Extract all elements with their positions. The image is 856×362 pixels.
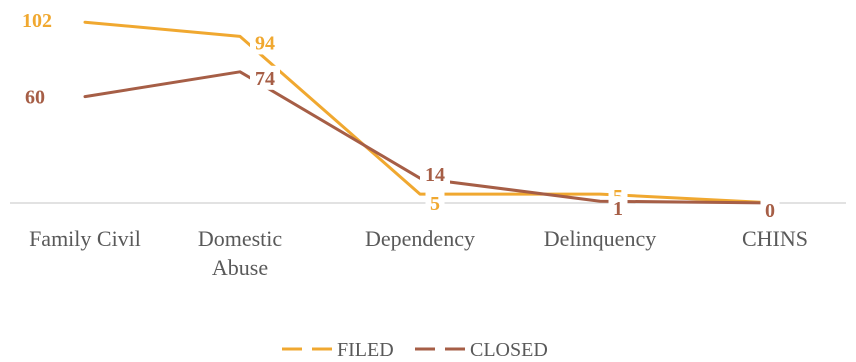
data-label-bg <box>420 162 450 187</box>
category-label: Family Civil <box>29 226 141 251</box>
data-label-bg <box>250 30 280 55</box>
data-label-closed: 0 <box>765 200 775 222</box>
data-labels-layer: 102945560741410 <box>15 8 780 222</box>
data-label-bg <box>250 65 280 90</box>
data-label-closed: 1 <box>613 198 623 220</box>
data-label-filed: 5 <box>430 193 440 215</box>
category-label: Dependency <box>365 226 475 251</box>
legend: FILED CLOSED <box>282 339 548 361</box>
legend-label-filed: FILED <box>337 339 394 361</box>
series-line-filed <box>83 20 777 205</box>
data-label-filed: 94 <box>255 32 275 54</box>
data-label-bg <box>760 198 780 222</box>
data-label-bg <box>608 196 628 221</box>
data-label-bg <box>19 84 49 109</box>
data-label-bg <box>15 8 56 33</box>
data-label-filed: 102 <box>22 10 52 32</box>
category-label: Delinquency <box>544 226 656 251</box>
data-label-closed: 14 <box>425 164 445 186</box>
category-labels: Family Civil Domestic Abuse Dependency Delin… <box>29 226 808 280</box>
data-label-bg <box>425 191 445 216</box>
data-label-closed: 60 <box>25 87 45 109</box>
legend-label-closed: CLOSED <box>470 339 548 361</box>
data-label-closed: 74 <box>255 68 275 90</box>
category-label: CHINS <box>742 226 808 251</box>
category-label: Domestic Abuse <box>198 226 283 280</box>
